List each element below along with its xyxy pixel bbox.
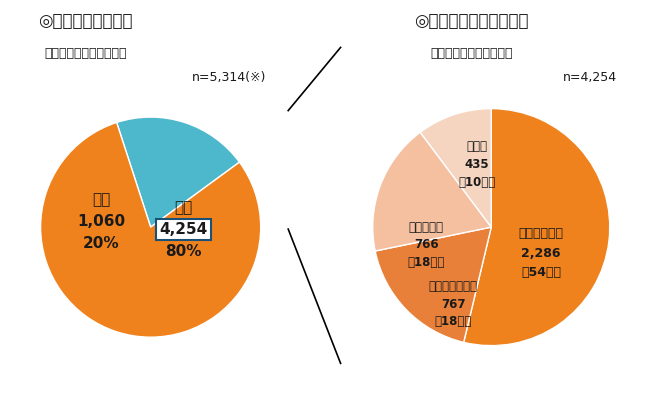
Text: 80%: 80% — [166, 244, 202, 259]
Wedge shape — [464, 109, 610, 346]
Text: 767: 767 — [441, 298, 466, 310]
Text: 20%: 20% — [83, 236, 119, 251]
Text: 社会福祉法人: 社会福祉法人 — [519, 227, 563, 239]
Text: （10％）: （10％） — [458, 176, 496, 188]
Text: その他: その他 — [466, 140, 487, 153]
Text: 4,254: 4,254 — [160, 222, 208, 237]
Text: （令和４年４月末現在）: （令和４年４月末現在） — [44, 47, 126, 60]
Wedge shape — [375, 227, 491, 342]
Wedge shape — [421, 109, 491, 227]
Text: （18％）: （18％） — [407, 256, 445, 269]
Wedge shape — [117, 117, 240, 227]
Text: 直営: 直営 — [92, 192, 110, 207]
Text: ◎直営・委託の割合: ◎直営・委託の割合 — [38, 12, 132, 30]
Text: ◎委託先法人の構成割合: ◎委託先法人の構成割合 — [415, 12, 529, 30]
Text: （18％）: （18％） — [435, 316, 472, 328]
Text: 1,060: 1,060 — [77, 214, 125, 229]
Text: 社会福祉協議会: 社会福祉協議会 — [429, 280, 478, 293]
Text: 医療法人等: 医療法人等 — [409, 221, 443, 233]
Text: 委託: 委託 — [174, 200, 193, 215]
Text: （54％）: （54％） — [521, 266, 561, 278]
Text: n=5,314(※): n=5,314(※) — [192, 71, 267, 84]
Text: 2,286: 2,286 — [521, 247, 561, 260]
Text: （令和４年４月末現在）: （令和４年４月末現在） — [430, 47, 513, 60]
Wedge shape — [41, 122, 261, 337]
Wedge shape — [373, 132, 491, 251]
Text: 435: 435 — [464, 158, 489, 171]
Text: 766: 766 — [414, 239, 438, 251]
Text: n=4,254: n=4,254 — [563, 71, 616, 84]
